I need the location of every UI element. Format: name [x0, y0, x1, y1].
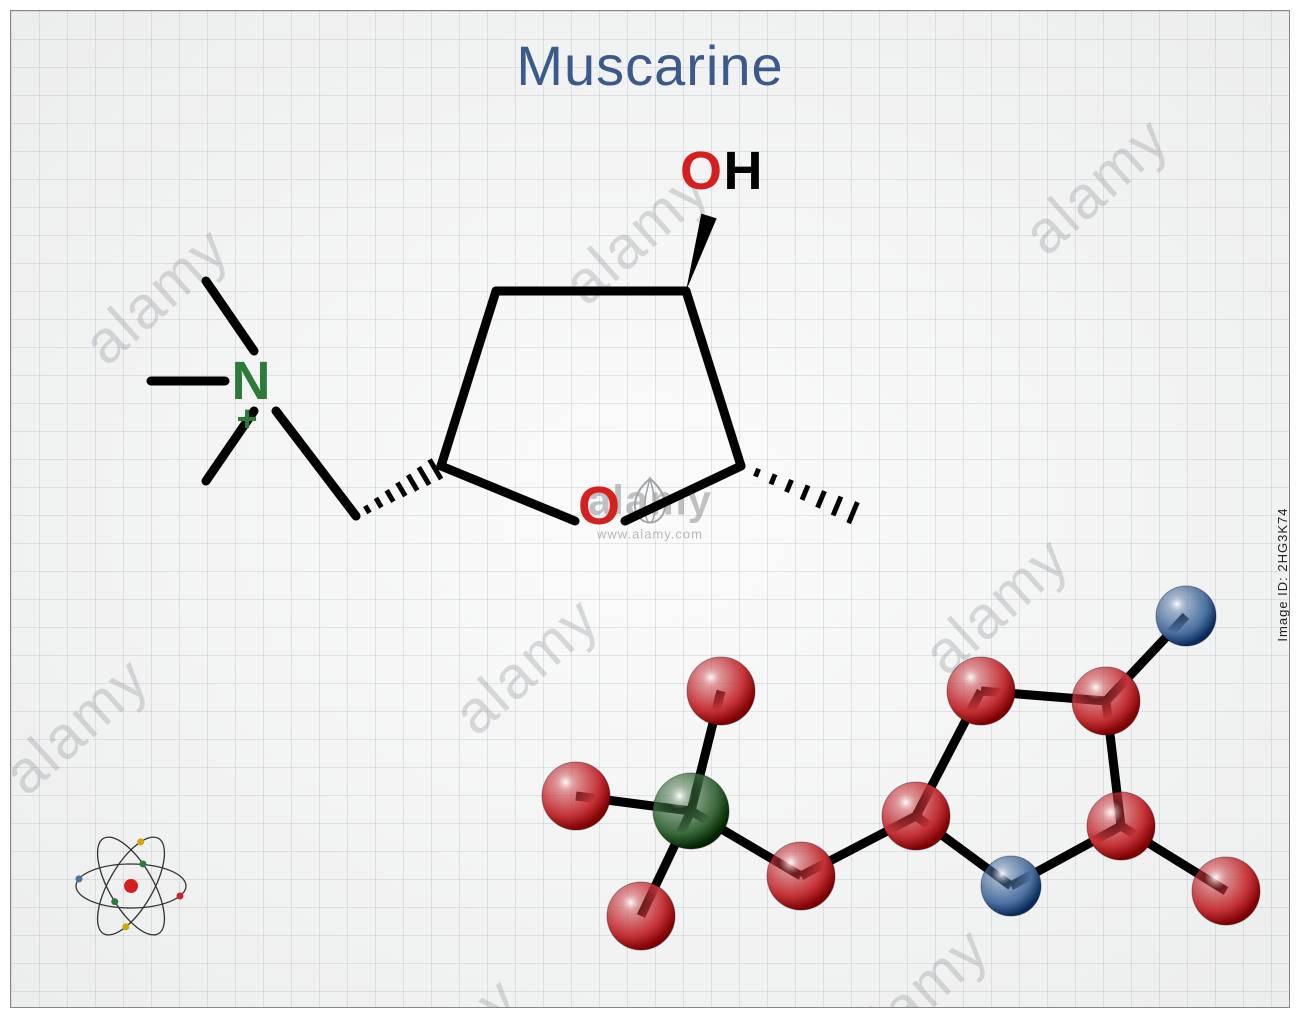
- atom-logo-icon: [51, 806, 211, 966]
- image-id-label: Image ID: 2HG3K74: [1275, 508, 1290, 642]
- diagram-frame: alamy alamy alamy alamy alamy alamy alam…: [10, 10, 1290, 1008]
